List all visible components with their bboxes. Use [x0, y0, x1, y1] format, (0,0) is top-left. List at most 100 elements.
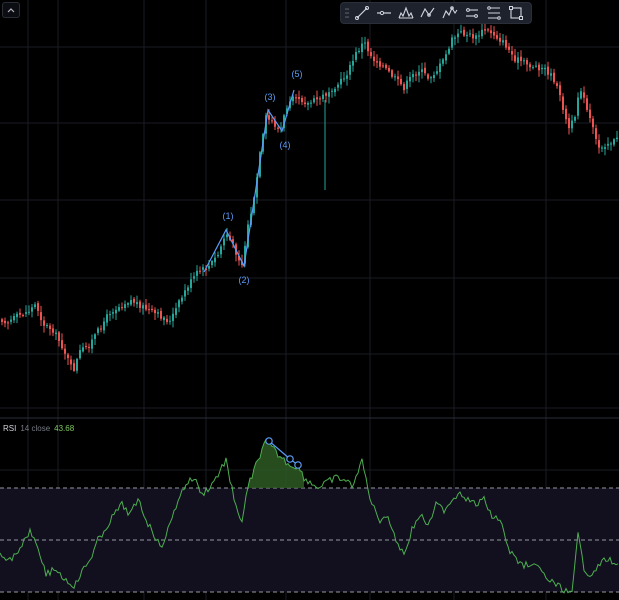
- rsi-pane: [0, 417, 619, 594]
- candle: [472, 28, 474, 44]
- candle: [304, 96, 306, 108]
- elliott-wave-drawing[interactable]: (1) (2) (3) (4) (5): [203, 69, 303, 469]
- candle: [571, 114, 573, 133]
- candle: [220, 244, 222, 259]
- candle: [22, 313, 24, 318]
- candle: [586, 94, 588, 113]
- elliott-wave-label: (3): [265, 92, 276, 102]
- rsi-overbought-fill: [248, 439, 304, 488]
- candle: [49, 323, 51, 336]
- candle: [379, 57, 381, 70]
- candle: [469, 29, 471, 38]
- candle: [589, 103, 591, 123]
- candle: [274, 116, 276, 131]
- candle: [400, 74, 402, 86]
- abcd-pattern-icon: [420, 7, 435, 18]
- candle: [214, 252, 216, 267]
- candle: [364, 36, 366, 50]
- candle: [349, 61, 351, 80]
- candle: [487, 27, 489, 33]
- candle: [127, 302, 129, 308]
- candle: [79, 344, 81, 360]
- trend-line-button[interactable]: [351, 3, 373, 23]
- candle: [91, 334, 93, 354]
- candle: [445, 50, 447, 65]
- candle: [325, 91, 327, 103]
- candle: [604, 143, 606, 156]
- candle: [565, 105, 567, 124]
- candle: [97, 326, 99, 336]
- drawing-anchor-handle[interactable]: [265, 437, 273, 445]
- head-shoulders-button[interactable]: [395, 3, 417, 23]
- drawing-anchor-handle[interactable]: [286, 455, 294, 463]
- candle: [463, 26, 465, 38]
- candle: [202, 264, 204, 277]
- elliott-wave-button[interactable]: [439, 3, 461, 23]
- candle: [16, 311, 18, 324]
- candle: [160, 307, 162, 321]
- candle: [106, 309, 108, 327]
- candle: [409, 71, 411, 88]
- candle: [553, 68, 555, 85]
- candle: [142, 302, 144, 315]
- collapse-button[interactable]: [2, 2, 20, 18]
- candle: [562, 93, 564, 114]
- candle: [139, 299, 141, 313]
- candle: [133, 296, 135, 307]
- candle: [298, 90, 300, 105]
- candle: [7, 320, 9, 330]
- candle: [439, 58, 441, 79]
- parallel-channel-button[interactable]: [461, 3, 483, 23]
- rsi-trend-line[interactable]: [268, 440, 291, 460]
- candle: [52, 324, 54, 337]
- rsi-legend[interactable]: RSI 14 close 43.68: [3, 424, 74, 433]
- candle: [451, 34, 453, 50]
- candle: [598, 134, 600, 154]
- candle: [178, 298, 180, 313]
- candle: [328, 87, 330, 104]
- candle: [529, 62, 531, 72]
- candle: [346, 70, 348, 86]
- candle: [169, 315, 171, 325]
- candle: [406, 76, 408, 94]
- candle: [442, 58, 444, 67]
- candle: [484, 23, 486, 35]
- drawing-anchor-handle[interactable]: [294, 461, 302, 469]
- candle: [436, 66, 438, 76]
- fib-retracement-button[interactable]: [483, 3, 505, 23]
- candle: [613, 138, 615, 147]
- candle: [238, 250, 240, 266]
- candle: [601, 145, 603, 153]
- candle: [73, 359, 75, 372]
- candle: [322, 90, 324, 103]
- elliott-wave-line[interactable]: [203, 89, 295, 273]
- candle: [301, 95, 303, 106]
- candle: [331, 88, 333, 98]
- horizontal-ray-icon: [377, 10, 391, 16]
- candle: [334, 86, 336, 97]
- candle: [319, 96, 321, 105]
- candle: [490, 25, 492, 39]
- candle: [37, 300, 39, 317]
- candle: [310, 99, 312, 108]
- candle: [568, 113, 570, 135]
- candle: [184, 284, 186, 301]
- candle: [118, 303, 120, 312]
- candle: [418, 65, 420, 83]
- candle: [412, 69, 414, 83]
- candle: [94, 333, 96, 345]
- elliott-wave-icon: [442, 6, 458, 19]
- candle: [520, 50, 522, 67]
- horizontal-ray-button[interactable]: [373, 3, 395, 23]
- candle: [40, 305, 42, 326]
- candle: [535, 61, 537, 68]
- rectangle-button[interactable]: [505, 3, 527, 23]
- candle: [145, 299, 147, 312]
- candle: [64, 344, 66, 360]
- abcd-pattern-button[interactable]: [417, 3, 439, 23]
- candle: [547, 61, 549, 80]
- candle: [271, 116, 273, 124]
- candle: [190, 272, 192, 293]
- drag-handle[interactable]: [343, 4, 351, 22]
